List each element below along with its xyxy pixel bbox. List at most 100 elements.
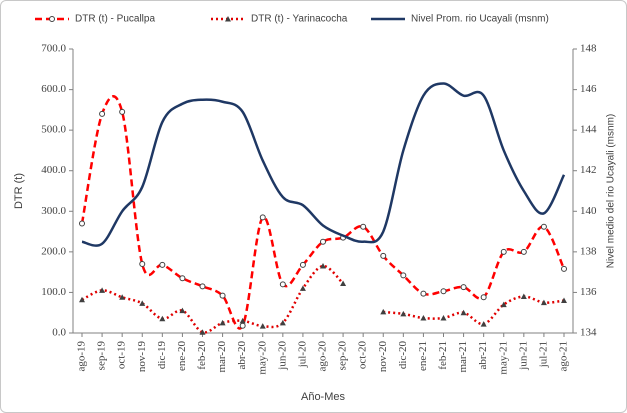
x-tick-label: mar-20 — [216, 341, 228, 373]
point — [320, 238, 326, 245]
y2-tick-label: 138 — [580, 245, 597, 257]
x-tick-label: feb-20 — [196, 341, 208, 370]
x-tick-label: dic-20 — [397, 341, 409, 370]
point — [360, 223, 367, 230]
x-tick-label: jun-20 — [276, 341, 288, 371]
y2-axis-title: Nivel medio del rio Ucayali (msnm) — [606, 114, 617, 268]
point — [199, 283, 206, 290]
x-tick-label: ene-20 — [176, 341, 188, 371]
point — [540, 299, 547, 306]
point — [380, 252, 387, 259]
point — [179, 307, 186, 314]
x-tick-label: sep-19 — [96, 341, 108, 371]
y-tick-label: 100.0 — [41, 286, 66, 298]
point — [219, 292, 226, 299]
point — [79, 220, 85, 227]
y2-tick-label: 140 — [580, 205, 597, 217]
point — [460, 284, 467, 291]
y-axis-title: DTR (t) — [13, 173, 25, 209]
x-axis-title: Año-Mes — [301, 391, 346, 403]
point — [139, 300, 146, 306]
point — [420, 314, 427, 321]
x-tick-label: ago-19 — [76, 341, 88, 372]
x-tick-label: mar-21 — [457, 341, 469, 373]
x-tick-label: ago-21 — [558, 341, 570, 372]
legend-label: DTR (t) - Pucallpa — [75, 14, 155, 25]
point — [440, 314, 447, 321]
point — [520, 248, 527, 255]
y2-tick-label: 146 — [580, 83, 597, 95]
x-tick-label: dic-19 — [156, 341, 168, 370]
x-tick-label: jun-21 — [517, 341, 529, 371]
point — [219, 319, 226, 326]
x-tick-label: sep-20 — [337, 341, 349, 371]
series-line — [81, 82, 566, 247]
point — [99, 110, 106, 117]
point — [119, 294, 126, 300]
x-tick-label: feb-21 — [437, 341, 449, 370]
y-tick-label: 500.0 — [41, 124, 66, 136]
y-tick-label: 600.0 — [41, 83, 66, 95]
point — [400, 310, 407, 317]
x-tick-label: may-20 — [256, 341, 268, 375]
x-tick-label: ene-21 — [417, 341, 429, 371]
x-tick-label: ago-20 — [317, 341, 329, 372]
point — [561, 297, 567, 304]
point — [279, 281, 286, 288]
legend-marker — [49, 16, 55, 22]
x-tick-label: abr-20 — [236, 341, 248, 370]
x-tick-label: nov-19 — [136, 341, 148, 373]
x-tick-label: nov-20 — [377, 341, 389, 373]
point — [159, 315, 166, 322]
point — [299, 261, 306, 268]
series-line — [80, 95, 566, 330]
x-tick-label: abr-21 — [477, 341, 489, 370]
point — [259, 214, 266, 221]
point — [480, 294, 487, 301]
series-line — [383, 295, 565, 326]
x-tick-label: jul-21 — [537, 341, 549, 368]
point — [380, 308, 387, 315]
point — [99, 287, 106, 293]
legend-label: DTR (t) - Yarinacocha — [251, 14, 348, 25]
point — [199, 329, 206, 335]
point — [139, 261, 146, 268]
point — [340, 280, 347, 287]
legend-label: Nivel Prom. rio Ucayali (msnm) — [411, 14, 549, 25]
point — [179, 275, 186, 282]
y2-tick-label: 136 — [580, 286, 597, 298]
x-tick-label: may-21 — [497, 341, 509, 375]
point — [400, 272, 407, 279]
point — [239, 317, 246, 324]
x-tick-label: oct-20 — [357, 341, 369, 370]
point — [159, 261, 166, 268]
y2-tick-label: 142 — [580, 164, 597, 176]
point — [259, 323, 266, 329]
point — [480, 321, 487, 327]
y-tick-label: 0.0 — [52, 327, 66, 339]
point — [279, 319, 286, 326]
y-tick-label: 300.0 — [41, 205, 66, 217]
point — [320, 263, 326, 269]
point — [239, 322, 246, 329]
point — [299, 285, 306, 291]
y-tick-label: 200.0 — [41, 245, 66, 257]
y2-tick-label: 134 — [580, 327, 597, 339]
point — [460, 309, 467, 316]
x-tick-label: jul-20 — [296, 341, 308, 369]
point — [440, 288, 447, 295]
point — [79, 296, 85, 303]
point — [561, 265, 567, 272]
point — [420, 290, 427, 297]
y2-tick-label: 144 — [580, 124, 597, 136]
point — [500, 301, 507, 308]
y-tick-label: 700.0 — [41, 43, 66, 55]
point — [540, 223, 547, 230]
legend-marker — [225, 16, 231, 22]
x-tick-label: oct-19 — [116, 341, 128, 370]
y-tick-label: 400.0 — [41, 164, 66, 176]
point — [119, 108, 126, 115]
point — [500, 248, 507, 255]
